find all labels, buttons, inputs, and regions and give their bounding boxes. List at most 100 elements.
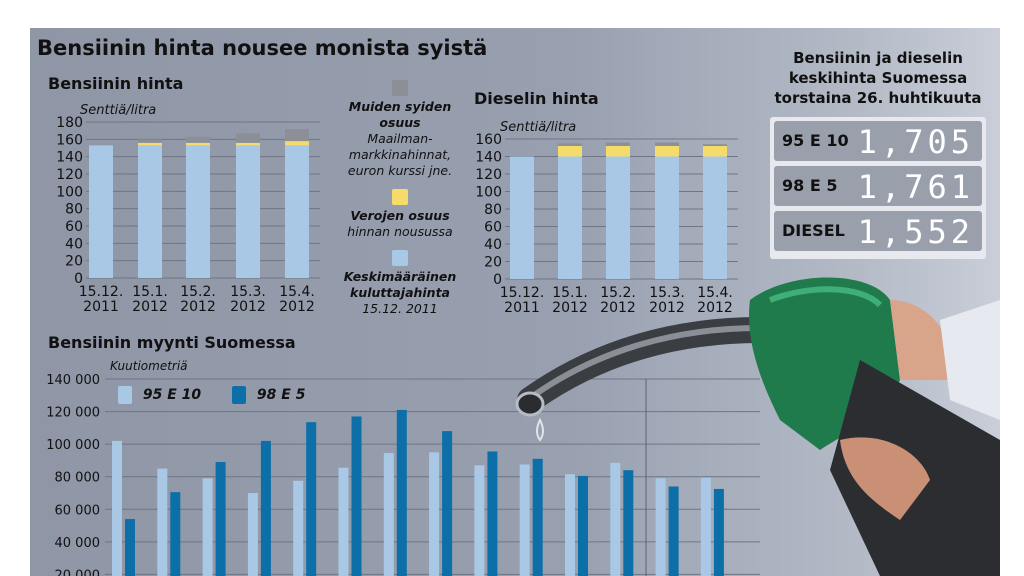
sales-bar-95 (247, 493, 258, 576)
fuel-price: 1,761 (857, 168, 974, 206)
bar-segment-tax (236, 142, 260, 146)
x-tick-label: 15.2. (600, 285, 636, 301)
bar-segment-tax (606, 146, 630, 157)
y-tick-label: 160 (56, 132, 83, 148)
sales-bar-98 (170, 492, 181, 576)
sales-bar-98 (396, 409, 407, 576)
bar-segment-base (89, 145, 113, 278)
x-tick-label: 2011 (83, 299, 119, 315)
legend-base-desc: 15.12. 2011 (362, 301, 438, 316)
y-tick-label: 140 000 (46, 373, 100, 388)
x-tick-label: 2012 (697, 300, 733, 316)
x-tick-label: 15.4. (279, 284, 315, 300)
legend-other-desc: Maailman-markkinahinnat, euron kurssi jn… (347, 131, 453, 178)
sales-bar-95 (700, 477, 711, 576)
y-tick-label: 160 (475, 132, 502, 148)
bar-segment-tax (558, 146, 582, 157)
y-tick-label: 0 (493, 272, 502, 288)
legend-swatch-98 (232, 386, 247, 404)
sales-bar-95 (383, 453, 394, 576)
x-tick-label: 15.4. (697, 285, 733, 301)
sales-bar-98 (215, 462, 226, 576)
sales-bar-98 (442, 431, 453, 576)
bar-segment-other (236, 133, 260, 143)
y-tick-label: 40 (484, 237, 502, 253)
y-tick-label: 0 (74, 271, 83, 287)
bar-segment-other (285, 128, 309, 142)
x-tick-label: 2012 (132, 299, 168, 315)
x-tick-label: 15.1. (552, 285, 588, 301)
sales-legend: 95 E 10 98 E 5 (118, 386, 305, 404)
y-tick-label: 40 (65, 236, 83, 252)
price-display: 95 E 10 1,705 98 E 5 1,761 DIESEL 1,552 (770, 117, 986, 259)
sales-bar-98 (668, 486, 679, 576)
x-tick-label: 2012 (649, 300, 685, 316)
legend-swatch-95 (118, 386, 132, 404)
y-tick-label: 80 000 (55, 471, 101, 486)
x-tick-label: 2011 (504, 300, 540, 316)
sales-bar-95 (655, 478, 666, 576)
x-tick-label: 2012 (230, 299, 266, 315)
bar-segment-tax (186, 142, 210, 146)
y-tick-label: 120 (56, 167, 83, 183)
sales-bar-98 (623, 470, 634, 576)
bar-segment-other (703, 144, 727, 146)
y-tick-label: 120 000 (46, 406, 100, 421)
sales-bar-95 (610, 462, 621, 576)
sales-bar-95 (338, 467, 349, 576)
bar-segment-base (558, 156, 582, 279)
legend-swatch-tax (392, 189, 408, 205)
bar-segment-other (606, 142, 630, 146)
legend-base-title: Keskimääräinen kuluttajahinta (343, 269, 457, 300)
bar-segment-base (236, 145, 260, 278)
y-tick-label: 180 (56, 115, 83, 131)
legend-tax-desc: hinnan nousussa (347, 224, 453, 239)
bar-segment-base (138, 145, 162, 278)
x-tick-label: 15.1. (132, 284, 168, 300)
legend-swatch-base (392, 250, 408, 266)
x-tick-label: 2012 (180, 299, 216, 315)
y-tick-label: 140 (56, 150, 83, 166)
price-box-title: Bensiinin ja dieselin keskihinta Suomess… (774, 49, 982, 107)
sales-bar-95 (429, 452, 440, 576)
y-tick-label: 100 (56, 184, 83, 200)
x-tick-label: 15.3. (230, 284, 266, 300)
fuel-price: 1,705 (857, 123, 974, 161)
sales-bar-98 (487, 451, 498, 576)
fuel-label: 95 E 10 (782, 131, 849, 150)
bar-segment-base (703, 156, 727, 279)
fuel-label: DIESEL (782, 221, 845, 240)
sales-bar-95 (474, 465, 485, 576)
petrol-price-title: Bensiinin hinta (48, 74, 184, 93)
legend-other-title: Muiden syiden osuus (348, 99, 452, 130)
price-row-98: 98 E 5 1,761 (774, 166, 982, 206)
sales-bar-98 (306, 422, 317, 576)
y-tick-label: 60 (484, 220, 502, 236)
legend-label-98: 98 E 5 (256, 387, 306, 403)
y-tick-label: 120 (475, 167, 502, 183)
x-tick-label: 2012 (552, 300, 588, 316)
sales-bar-98 (260, 440, 271, 576)
x-tick-label: 2012 (279, 299, 315, 315)
bar-segment-tax (285, 141, 309, 146)
bar-segment-base (655, 156, 679, 279)
sales-bar-98 (713, 488, 724, 576)
y-tick-label: 60 (65, 219, 83, 235)
diesel-price-title: Dieselin hinta (474, 89, 599, 108)
legend-label-95: 95 E 10 (142, 387, 202, 403)
bar-segment-other (558, 143, 582, 146)
sales-bar-98 (125, 519, 135, 576)
x-tick-label: 15.2. (180, 284, 216, 300)
legend-tax-title: Verojen osuus (350, 208, 450, 223)
legend-swatch-other (392, 80, 408, 96)
bar-segment-tax (703, 146, 727, 157)
sales-bar-95 (112, 440, 122, 576)
sales-bar-95 (519, 464, 530, 576)
sales-bar-95 (157, 468, 168, 576)
y-tick-label: 20 (65, 254, 83, 270)
price-row-diesel: DIESEL 1,552 (774, 211, 982, 251)
bar-segment-tax (655, 146, 679, 157)
bar-segment-base (510, 156, 534, 279)
sales-bar-98 (532, 458, 543, 576)
